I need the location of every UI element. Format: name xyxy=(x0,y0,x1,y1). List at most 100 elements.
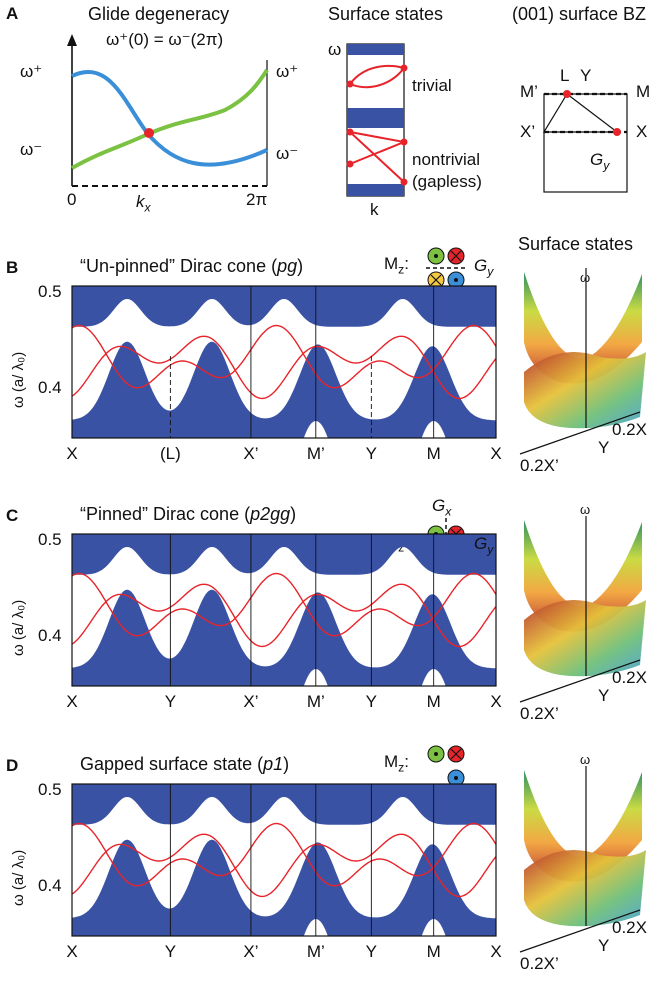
lower-surface xyxy=(524,352,646,429)
schematic-trivial: trivial xyxy=(412,76,452,95)
surface-y: Y xyxy=(598,438,610,457)
schematic-omega: ω xyxy=(328,40,342,59)
xtick-1: Y xyxy=(164,942,177,961)
surface-3d-plot xyxy=(519,766,646,953)
band-panel-c: C“Pinned” Dirac cone (p2gg)Mz:GyGx0.50.4… xyxy=(0,480,663,730)
xtick-3: M’ xyxy=(306,444,325,463)
bz-gy: Gy xyxy=(590,150,610,173)
surface-3d-plot xyxy=(519,268,646,455)
xtick-5: M xyxy=(426,692,441,711)
a-y-top: ω⁺ xyxy=(20,62,43,81)
xtick-3: M’ xyxy=(306,942,325,961)
panel-label: B xyxy=(6,258,19,277)
schematic-nontrivial: nontrivial xyxy=(412,150,481,169)
xtick-6: X xyxy=(490,444,502,463)
surface-state-schematic xyxy=(346,43,408,197)
surface-state-line-2 xyxy=(71,583,497,648)
xtick-4: Y xyxy=(365,942,378,961)
band-structure-chart-b xyxy=(71,247,497,439)
lower-bulk-band xyxy=(72,589,496,686)
bz-l: L xyxy=(560,66,570,85)
schematic-k: k xyxy=(370,200,379,219)
panel-a-title: Glide degeneracy xyxy=(88,4,230,24)
surface-omega: ω xyxy=(580,502,591,517)
xtick-2: X’ xyxy=(243,942,259,961)
a-x-mid: kx xyxy=(136,192,151,215)
xtick-2: X’ xyxy=(243,692,259,711)
lower-surface xyxy=(524,600,646,677)
xtick-6: X xyxy=(490,942,502,961)
surface-state-line-1 xyxy=(71,324,497,389)
surface-states-title: Surface states xyxy=(518,234,634,254)
band-structure-chart-c xyxy=(71,518,497,687)
xtick-0: X xyxy=(66,692,78,711)
xtick-0: X xyxy=(66,444,78,463)
ytick-top: 0.5 xyxy=(38,780,62,799)
bz-m-prime: M’ xyxy=(520,82,538,101)
a-x-end: 2π xyxy=(246,190,268,209)
surface-schematic-title: Surface states xyxy=(328,4,444,24)
xtick-5: M xyxy=(426,444,441,463)
lower-bulk-band xyxy=(72,341,496,438)
band-panel-d: D Gapped surface state (p1) Mz: 0.5 0.4 ω (a/… xyxy=(0,730,663,980)
upper-bulk-band xyxy=(72,784,496,825)
ytick-top: 0.5 xyxy=(38,530,62,549)
surface-xprime: 0.2X’ xyxy=(520,954,559,973)
gy-label: Gy xyxy=(474,256,494,279)
surface-x: 0.2X xyxy=(612,668,647,687)
panel-label: C xyxy=(6,506,19,525)
glide-degeneracy-plot xyxy=(67,34,269,187)
bz-m: M xyxy=(636,82,651,101)
surface-xprime: 0.2X’ xyxy=(520,456,559,475)
surface-x: 0.2X xyxy=(612,420,647,439)
gy-label: Gy xyxy=(474,534,494,557)
ytick-top: 0.5 xyxy=(38,282,62,301)
lower-bulk-band xyxy=(72,839,496,936)
surface-state-line-2 xyxy=(71,833,497,898)
surface-omega: ω xyxy=(580,752,591,767)
bz-y: Y xyxy=(580,66,592,85)
plot-frame xyxy=(71,783,497,937)
panel-title: Gapped surface state (p1) xyxy=(80,754,290,774)
a-y-bottom: ω⁻ xyxy=(20,140,43,159)
panel-title: “Un-pinned” Dirac cone (pg) xyxy=(80,256,304,276)
surface-y: Y xyxy=(598,686,610,705)
plot-frame xyxy=(71,285,497,439)
surface-state-line-2 xyxy=(71,335,497,400)
xtick-3: M’ xyxy=(306,692,325,711)
mz-label: Mz: xyxy=(384,752,410,775)
surface-x: 0.2X xyxy=(612,918,647,937)
surface-state-line-1 xyxy=(71,822,497,887)
surface-state-line-1 xyxy=(71,572,497,637)
green-band-curve xyxy=(71,68,269,170)
xtick-4: Y xyxy=(365,692,378,711)
surface-xprime: 0.2X’ xyxy=(520,704,559,723)
bz-x-prime: X’ xyxy=(520,122,536,141)
bz-x: X xyxy=(636,122,648,141)
mz-label: Mz: xyxy=(384,254,410,277)
xtick-6: X xyxy=(490,692,502,711)
a-x-start: 0 xyxy=(67,190,77,209)
a-r-bottom: ω⁻ xyxy=(276,144,299,163)
glide-equation: ω⁺(0) = ω⁻(2π) xyxy=(106,30,224,49)
surface-bz-diagram xyxy=(542,90,628,193)
a-r-top: ω⁺ xyxy=(276,62,299,81)
degeneracy-point xyxy=(144,128,154,138)
upper-bulk-band xyxy=(72,534,496,575)
ytick-bottom: 0.4 xyxy=(38,625,62,645)
panel-title: “Pinned” Dirac cone (p2gg) xyxy=(80,504,297,524)
surface-3d-plot xyxy=(519,516,646,703)
gx-label: Gx xyxy=(432,496,452,519)
plot-frame xyxy=(71,533,497,687)
xtick-4: Y xyxy=(365,444,378,463)
ytick-bottom: 0.4 xyxy=(38,875,62,895)
xtick-1: (L) xyxy=(159,444,181,463)
xtick-2: X’ xyxy=(243,444,259,463)
lower-surface xyxy=(524,850,646,927)
band-panel-b: B “Un-pinned” Dirac cone (pg) Mz: Gy 0.5 0.4 ω… xyxy=(0,232,663,482)
ytick-bottom: 0.4 xyxy=(38,377,62,397)
xtick-5: M xyxy=(426,942,441,961)
schematic-gapless: (gapless) xyxy=(412,172,482,191)
panel-label-a: A xyxy=(6,4,19,23)
band-structure-chart-d xyxy=(71,745,497,937)
